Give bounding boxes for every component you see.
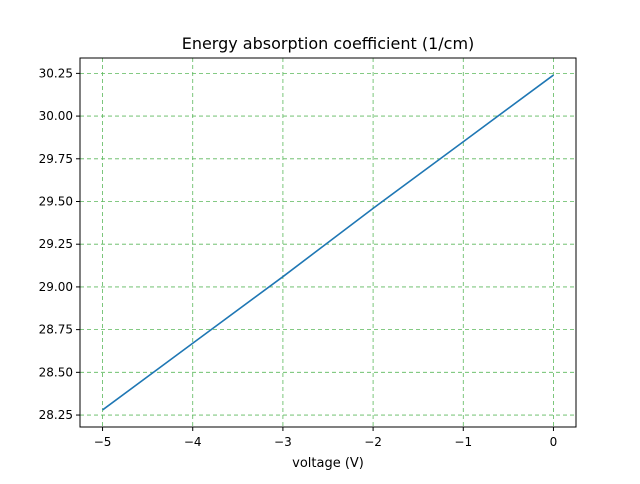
grid-lines	[80, 58, 576, 427]
y-tick-label: 29.00	[39, 280, 73, 294]
y-tick-label: 29.25	[39, 237, 73, 251]
y-axis: 28.25 28.50 28.75 29.00 29.25 29.50 29.75 30.00…	[39, 66, 80, 422]
x-tick-label: −5	[94, 435, 112, 449]
y-tick-label: 28.75	[39, 323, 73, 337]
y-tick-label: 29.75	[39, 152, 73, 166]
series-line	[102, 74, 554, 411]
x-tick-label: −2	[364, 435, 382, 449]
y-tick-label: 30.25	[39, 66, 73, 80]
x-tick-label: −4	[184, 435, 202, 449]
y-tick-label: 29.50	[39, 195, 73, 209]
x-axis: −5 −4 −3 −2 −1 0	[94, 427, 558, 449]
y-tick-label: 28.50	[39, 365, 73, 379]
x-tick-label: −1	[454, 435, 472, 449]
series-layer	[102, 74, 554, 411]
x-tick-label: −3	[274, 435, 292, 449]
y-tick-label: 30.00	[39, 109, 73, 123]
y-tick-label: 28.25	[39, 408, 73, 422]
x-tick-label: 0	[550, 435, 558, 449]
x-axis-label: voltage (V)	[292, 456, 364, 471]
chart-title: Energy absorption coefficient (1/cm)	[182, 34, 475, 53]
plot-area-frame	[79, 57, 577, 428]
